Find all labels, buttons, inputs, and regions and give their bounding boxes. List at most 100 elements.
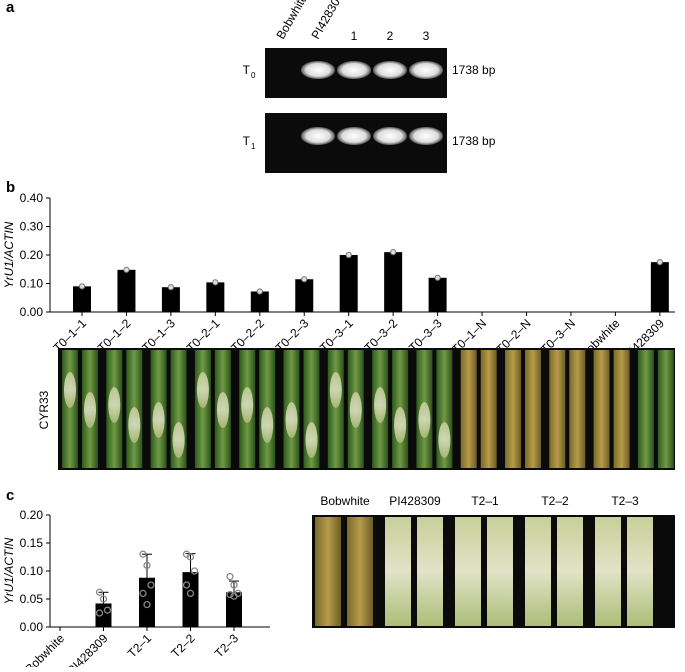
leaf: [657, 350, 674, 468]
panel-label: b: [6, 179, 15, 196]
leaf: [460, 350, 477, 468]
mean-point: [434, 274, 441, 281]
leaf: [417, 517, 443, 626]
x-tick-label: PI428309: [64, 631, 110, 667]
lane-label: 1: [351, 29, 358, 43]
bar: [226, 592, 242, 627]
leaf: [557, 517, 583, 626]
leaf: [327, 350, 344, 468]
row-label: T: [243, 63, 251, 77]
row-label-sub: 0: [251, 71, 256, 80]
leaf: [613, 350, 630, 468]
replicate-point: [226, 590, 234, 599]
gel-band: [337, 127, 371, 145]
leaf-group-label: T2–2: [541, 494, 569, 508]
leaf: [569, 350, 586, 468]
bar: [250, 291, 269, 312]
gel-band: [409, 61, 443, 79]
mean-point: [301, 276, 308, 283]
leaf-group-label: T2–3: [611, 494, 639, 508]
leaf: [525, 517, 551, 626]
y-tick-label: 0.30: [20, 220, 44, 234]
panel-label: a: [6, 0, 15, 16]
bar: [139, 577, 155, 627]
leaf-lesion: [196, 372, 209, 408]
leaf-group-label: Bobwhite: [320, 494, 370, 508]
gel-band: [409, 127, 443, 145]
replicate-point: [186, 589, 195, 598]
x-tick-label: Bobwhite: [22, 631, 67, 667]
x-tick-label: T2–1: [125, 631, 154, 660]
y-tick-label: 0.10: [20, 277, 44, 291]
replicate-point: [147, 581, 155, 589]
bar: [117, 269, 136, 312]
y-tick-label: 0.20: [20, 248, 44, 262]
y-tick-label: 0.15: [20, 536, 44, 550]
bar: [339, 255, 358, 312]
replicate-point: [190, 567, 199, 575]
band-size: 1738 bp: [452, 134, 496, 148]
replicate-point: [186, 553, 195, 561]
replicate-point: [143, 600, 151, 609]
lane-label: 3: [423, 29, 430, 43]
mean-point: [78, 283, 86, 290]
leaf-lesion: [349, 392, 362, 428]
gel-band: [301, 61, 335, 79]
mean-point: [212, 279, 219, 286]
leaf: [595, 517, 621, 626]
y-tick-label: 0.00: [20, 620, 44, 634]
replicate-point: [226, 572, 234, 581]
mean-point: [345, 251, 352, 259]
leaf-lesion: [374, 387, 387, 423]
mean-point: [656, 259, 663, 266]
y-tick-label: 0.40: [20, 191, 44, 205]
replicate-point: [103, 606, 112, 614]
replicate-point: [182, 581, 191, 589]
y-tick-label: 0.10: [20, 564, 44, 578]
bar: [295, 279, 314, 312]
leaf: [455, 517, 481, 626]
replicate-point: [95, 609, 104, 617]
leaf-lesion: [285, 402, 298, 438]
leaf-lesion: [261, 407, 274, 443]
leaf-lesion: [152, 402, 165, 438]
gel-band: [301, 127, 335, 145]
replicate-point: [230, 581, 238, 589]
leaf: [62, 350, 78, 468]
leaf: [480, 350, 497, 468]
leaf-lesion: [64, 372, 76, 408]
x-tick-label: T2–2: [168, 631, 197, 660]
mean-point: [390, 249, 397, 256]
gel-band: [373, 61, 407, 79]
leaf: [627, 517, 653, 626]
leaf: [637, 350, 654, 468]
leaf-group-label: PI428309: [389, 494, 441, 508]
leaf-lesion: [216, 392, 229, 428]
row-label: T: [243, 134, 251, 148]
y-axis-label: YrU1/ACTIN: [2, 221, 16, 288]
replicate-point: [95, 588, 104, 596]
replicate-point: [99, 595, 108, 603]
leaf-label: CYR33: [37, 390, 51, 429]
replicate-point: [139, 589, 147, 598]
leaf-lesion: [128, 407, 141, 443]
leaf-group-label: T2–1: [471, 494, 499, 508]
gel-band: [337, 61, 371, 79]
leaf-lesion: [241, 387, 254, 423]
leaf: [487, 517, 513, 626]
y-tick-label: 0.05: [20, 592, 44, 606]
lane-label: Bobwhite: [273, 0, 310, 41]
leaf: [593, 350, 610, 468]
panel-label: c: [6, 487, 14, 504]
lane-label: PI428309: [308, 0, 346, 41]
mean-point: [256, 288, 263, 295]
replicate-point: [139, 550, 147, 558]
bar: [73, 286, 91, 312]
leaf-lesion: [108, 387, 121, 423]
leaf: [315, 517, 341, 626]
gel-band: [373, 127, 407, 145]
y-tick-label: 0.00: [20, 305, 44, 319]
leaf-lesion: [305, 422, 318, 458]
mean-point: [123, 266, 130, 273]
